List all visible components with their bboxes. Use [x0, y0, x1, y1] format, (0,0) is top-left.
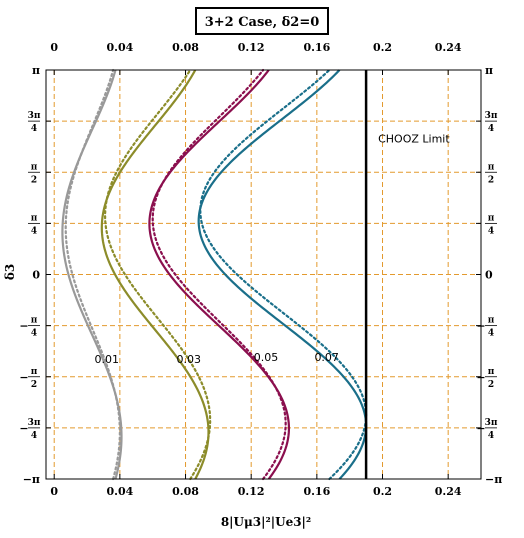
svg-text:2: 2: [488, 175, 494, 185]
series-curve-0.05-dotted: [151, 68, 287, 481]
svg-text:−π: −π: [485, 473, 502, 486]
svg-text:3π: 3π: [485, 418, 498, 428]
series-label-1: 0.03: [177, 353, 202, 366]
svg-text:4: 4: [31, 124, 37, 134]
svg-text:−: −: [19, 422, 28, 435]
y-tick-label-right-8: π: [485, 64, 493, 77]
y-tick-label-left-8: π: [32, 64, 40, 77]
svg-text:−π: −π: [23, 473, 40, 486]
svg-text:0: 0: [32, 269, 40, 282]
svg-text:π: π: [31, 367, 38, 377]
series-curve-0.07-solid: [197, 69, 368, 480]
y-tick-label-left-6: π2: [28, 162, 40, 185]
y-tick-label-right-3: − π 4: [476, 316, 497, 339]
series-labels: 0.01 0.03 0.05 0.07: [94, 351, 338, 366]
series-curve-0.03-dotted: [103, 68, 212, 481]
svg-text:4: 4: [31, 226, 37, 236]
svg-text:π: π: [488, 367, 495, 377]
y-tick-label-left-4: 0: [32, 269, 40, 282]
x-tick-label-bottom-6: 0.24: [435, 485, 462, 498]
svg-text:0: 0: [485, 269, 493, 282]
x-tick-label-top-5: 0.2: [373, 41, 392, 54]
x-ticks-top: 0 0.04 0.08 0.12 0.16 0.2 0.24: [50, 41, 462, 75]
svg-text:4: 4: [31, 431, 37, 441]
x-tick-label-top-1: 0.04: [106, 41, 133, 54]
svg-text:−: −: [19, 320, 28, 333]
svg-text:−: −: [476, 422, 485, 435]
svg-text:−: −: [476, 320, 485, 333]
svg-text:π: π: [488, 162, 495, 172]
svg-text:π: π: [31, 316, 38, 326]
svg-text:4: 4: [31, 329, 37, 339]
series-label-0: 0.01: [94, 353, 119, 366]
svg-text:4: 4: [488, 124, 494, 134]
x-tick-label-bottom-0: 0: [50, 485, 58, 498]
y-tick-label-right-4: 0: [485, 269, 493, 282]
series-curve-0.01-dotted: [64, 68, 121, 481]
svg-text:π: π: [488, 213, 495, 223]
series-curve-0.03-solid: [100, 69, 210, 480]
x-tick-label-bottom-1: 0.04: [106, 485, 133, 498]
y-tick-label-right-1: −3π 4: [476, 418, 497, 441]
series-label-2: 0.05: [254, 351, 279, 364]
svg-text:π: π: [31, 162, 38, 172]
svg-text:2: 2: [31, 380, 37, 390]
svg-text:3π: 3π: [28, 111, 41, 121]
chooz-limit-label: CHOOZ Limit: [378, 132, 450, 145]
svg-text:π: π: [31, 213, 38, 223]
y-tick-label-left-7: 3π4: [28, 111, 41, 134]
svg-text:π: π: [32, 64, 40, 77]
x-tick-label-bottom-5: 0.2: [373, 485, 392, 498]
x-tick-label-top-3: 0.12: [238, 41, 265, 54]
y-tick-label-left-3: − π 4: [19, 316, 40, 339]
y-axis-label: δ3: [3, 264, 17, 280]
y-tick-label-left-1: −3π 4: [19, 418, 40, 441]
y-tick-label-left-2: − π 2: [19, 367, 40, 390]
series-curve-0.05-solid: [148, 69, 291, 480]
series-label-3: 0.07: [314, 351, 339, 364]
svg-text:4: 4: [488, 329, 494, 339]
x-tick-label-top-6: 0.24: [435, 41, 462, 54]
x-tick-label-top-2: 0.08: [172, 41, 199, 54]
x-axis-label: 8|Uμ3|²|Ue3|²: [221, 515, 311, 529]
x-tick-label-top-0: 0: [50, 41, 58, 54]
y-tick-label-left-0: −π: [23, 473, 40, 486]
svg-text:2: 2: [31, 175, 37, 185]
series-curve-0.01-solid: [61, 69, 123, 480]
y-tick-label-right-0: −π: [485, 473, 502, 486]
title-box: [195, 7, 329, 35]
y-tick-label-right-5: π4: [485, 213, 497, 236]
y-tick-label-left-5: π4: [28, 213, 40, 236]
svg-text:4: 4: [488, 431, 494, 441]
chart-title: 3+2 Case, δ2=0: [205, 15, 320, 30]
grid-lines: [46, 69, 481, 480]
x-tick-label-bottom-4: 0.16: [303, 485, 330, 498]
x-tick-label-bottom-3: 0.12: [238, 485, 265, 498]
x-ticks-bottom: 0 0.04 0.08 0.12 0.16 0.2 0.24: [50, 474, 462, 498]
x-tick-label-top-4: 0.16: [303, 41, 330, 54]
y-tick-label-right-2: − π 2: [476, 367, 497, 390]
x-tick-label-bottom-2: 0.08: [172, 485, 199, 498]
svg-text:2: 2: [488, 380, 494, 390]
svg-text:3π: 3π: [485, 111, 498, 121]
svg-text:π: π: [485, 64, 493, 77]
y-tick-label-right-6: π2: [485, 162, 497, 185]
svg-text:π: π: [488, 316, 495, 326]
y-tick-label-right-7: 3π4: [485, 111, 498, 134]
svg-text:3π: 3π: [28, 418, 41, 428]
svg-text:−: −: [19, 371, 28, 384]
svg-text:4: 4: [488, 226, 494, 236]
svg-text:−: −: [476, 371, 485, 384]
